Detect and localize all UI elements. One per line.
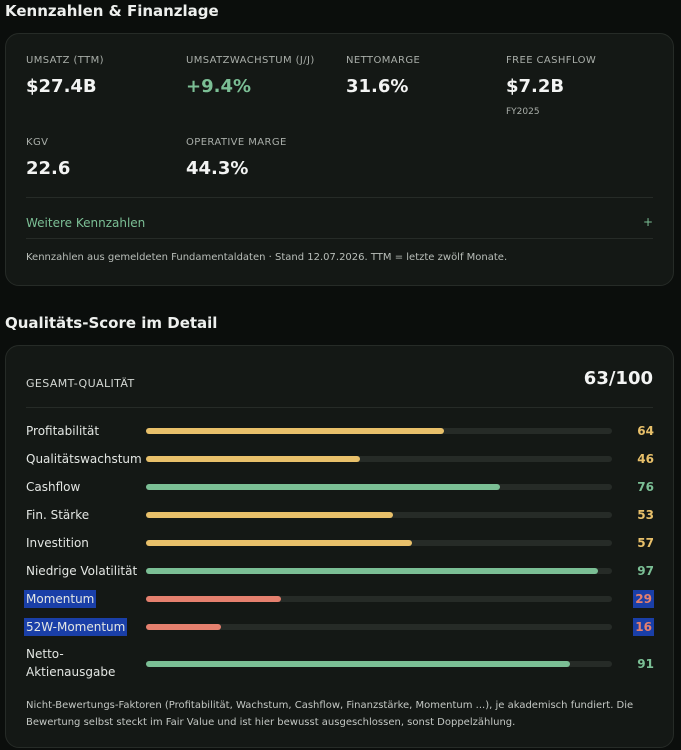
score-row: Qualitätswachstum 46: [26, 449, 654, 469]
financials-card: UMSATZ (TTM) $27.4B UMSATZWACHSTUM (J/J)…: [5, 33, 674, 286]
divider: [26, 407, 653, 408]
score-name: Fin. Stärke: [26, 508, 90, 522]
total-quality-label: GESAMT-QUALITÄT: [26, 377, 135, 390]
score-row: Fin. Stärke 53: [26, 505, 654, 525]
score-bar-track: [146, 540, 612, 546]
quality-card: GESAMT-QUALITÄT 63/100 Profitabilität 64 Q…: [5, 345, 674, 748]
score-bar-fill: [146, 512, 393, 518]
score-value: 97: [637, 564, 654, 578]
score-bar-fill: [146, 484, 501, 490]
score-bar-track: [146, 661, 612, 667]
metric-value: +9.4%: [186, 76, 252, 97]
metric-label: FREE CASHFLOW: [506, 55, 597, 66]
score-value: 29: [633, 590, 654, 608]
expand-plus-icon[interactable]: +: [642, 215, 653, 229]
quality-title: Qualitäts-Score im Detail: [5, 314, 218, 332]
score-bar-track: [146, 512, 612, 518]
score-bar-fill: [146, 540, 412, 546]
metric-pe-ratio: KGV 22.6: [26, 137, 70, 179]
score-bar-track: [146, 428, 612, 434]
score-row: Netto-Aktienausgabe 91: [26, 647, 654, 679]
metric-net-margin: NETTOMARGE 31.6%: [346, 55, 420, 97]
score-name: Niedrige Volatilität: [26, 564, 138, 578]
financials-title: Kennzahlen & Finanzlage: [5, 2, 219, 20]
score-name: Cashflow: [26, 480, 81, 494]
metric-value: 22.6: [26, 158, 71, 179]
metric-operating-margin: OPERATIVE MARGE 44.3%: [186, 137, 287, 179]
score-bar-track: [146, 568, 612, 574]
score-name: Profitabilität: [26, 424, 100, 438]
score-row: Momentum 29: [24, 589, 654, 609]
metric-label: KGV: [26, 137, 49, 148]
score-value: 64: [637, 424, 654, 438]
metric-label: OPERATIVE MARGE: [186, 137, 287, 148]
metric-value: 31.6%: [346, 76, 409, 97]
score-row: Niedrige Volatilität 97: [26, 561, 654, 581]
score-bar-fill: [146, 661, 571, 667]
score-bar-fill: [146, 624, 221, 630]
divider: [26, 197, 653, 198]
score-row: Profitabilität 64: [26, 421, 654, 441]
metric-value: $27.4B: [26, 76, 97, 97]
score-value: 57: [637, 536, 654, 550]
score-name: Netto-Aktienausgabe: [26, 647, 116, 679]
score-name: Momentum: [24, 590, 97, 608]
more-metrics-link[interactable]: Weitere Kennzahlen: [26, 216, 146, 230]
score-name: 52W-Momentum: [24, 618, 128, 636]
score-name: Investition: [26, 536, 89, 550]
metric-revenue: UMSATZ (TTM) $27.4B: [26, 55, 104, 97]
quality-note: Nicht-Bewertungs-Faktoren (Profitabilitä…: [26, 700, 634, 728]
score-name: Qualitätswachstum: [26, 452, 142, 466]
score-bar-fill: [146, 568, 599, 574]
metric-label: UMSATZWACHSTUM (J/J): [186, 55, 315, 66]
score-value: 46: [637, 452, 654, 466]
metric-revenue-growth: UMSATZWACHSTUM (J/J) +9.4%: [186, 55, 315, 97]
score-bar-track: [146, 596, 612, 602]
score-bar-fill: [146, 596, 282, 602]
metric-value: $7.2B: [506, 76, 565, 97]
financials-footnote: Kennzahlen aus gemeldeten Fundamentaldat…: [26, 252, 508, 263]
score-value: 53: [637, 508, 654, 522]
score-row: 52W-Momentum 16: [24, 617, 654, 637]
score-value: 76: [637, 480, 654, 494]
score-row: Investition 57: [26, 533, 654, 553]
score-bar-track: [146, 484, 612, 490]
score-bar-track: [146, 624, 612, 630]
metric-label: NETTOMARGE: [346, 55, 421, 66]
total-quality-value: 63/100: [583, 368, 653, 389]
metric-free-cashflow: FREE CASHFLOW $7.2B FY2025: [506, 55, 596, 117]
divider: [26, 238, 653, 239]
score-bar-fill: [146, 428, 445, 434]
metric-sub: FY2025: [506, 107, 540, 117]
score-bar-fill: [146, 456, 361, 462]
score-value: 91: [637, 657, 654, 671]
metric-label: UMSATZ (TTM): [26, 55, 104, 66]
score-value: 16: [633, 618, 654, 636]
metric-value: 44.3%: [186, 158, 249, 179]
score-bar-track: [146, 456, 612, 462]
score-row: Cashflow 76: [26, 477, 654, 497]
